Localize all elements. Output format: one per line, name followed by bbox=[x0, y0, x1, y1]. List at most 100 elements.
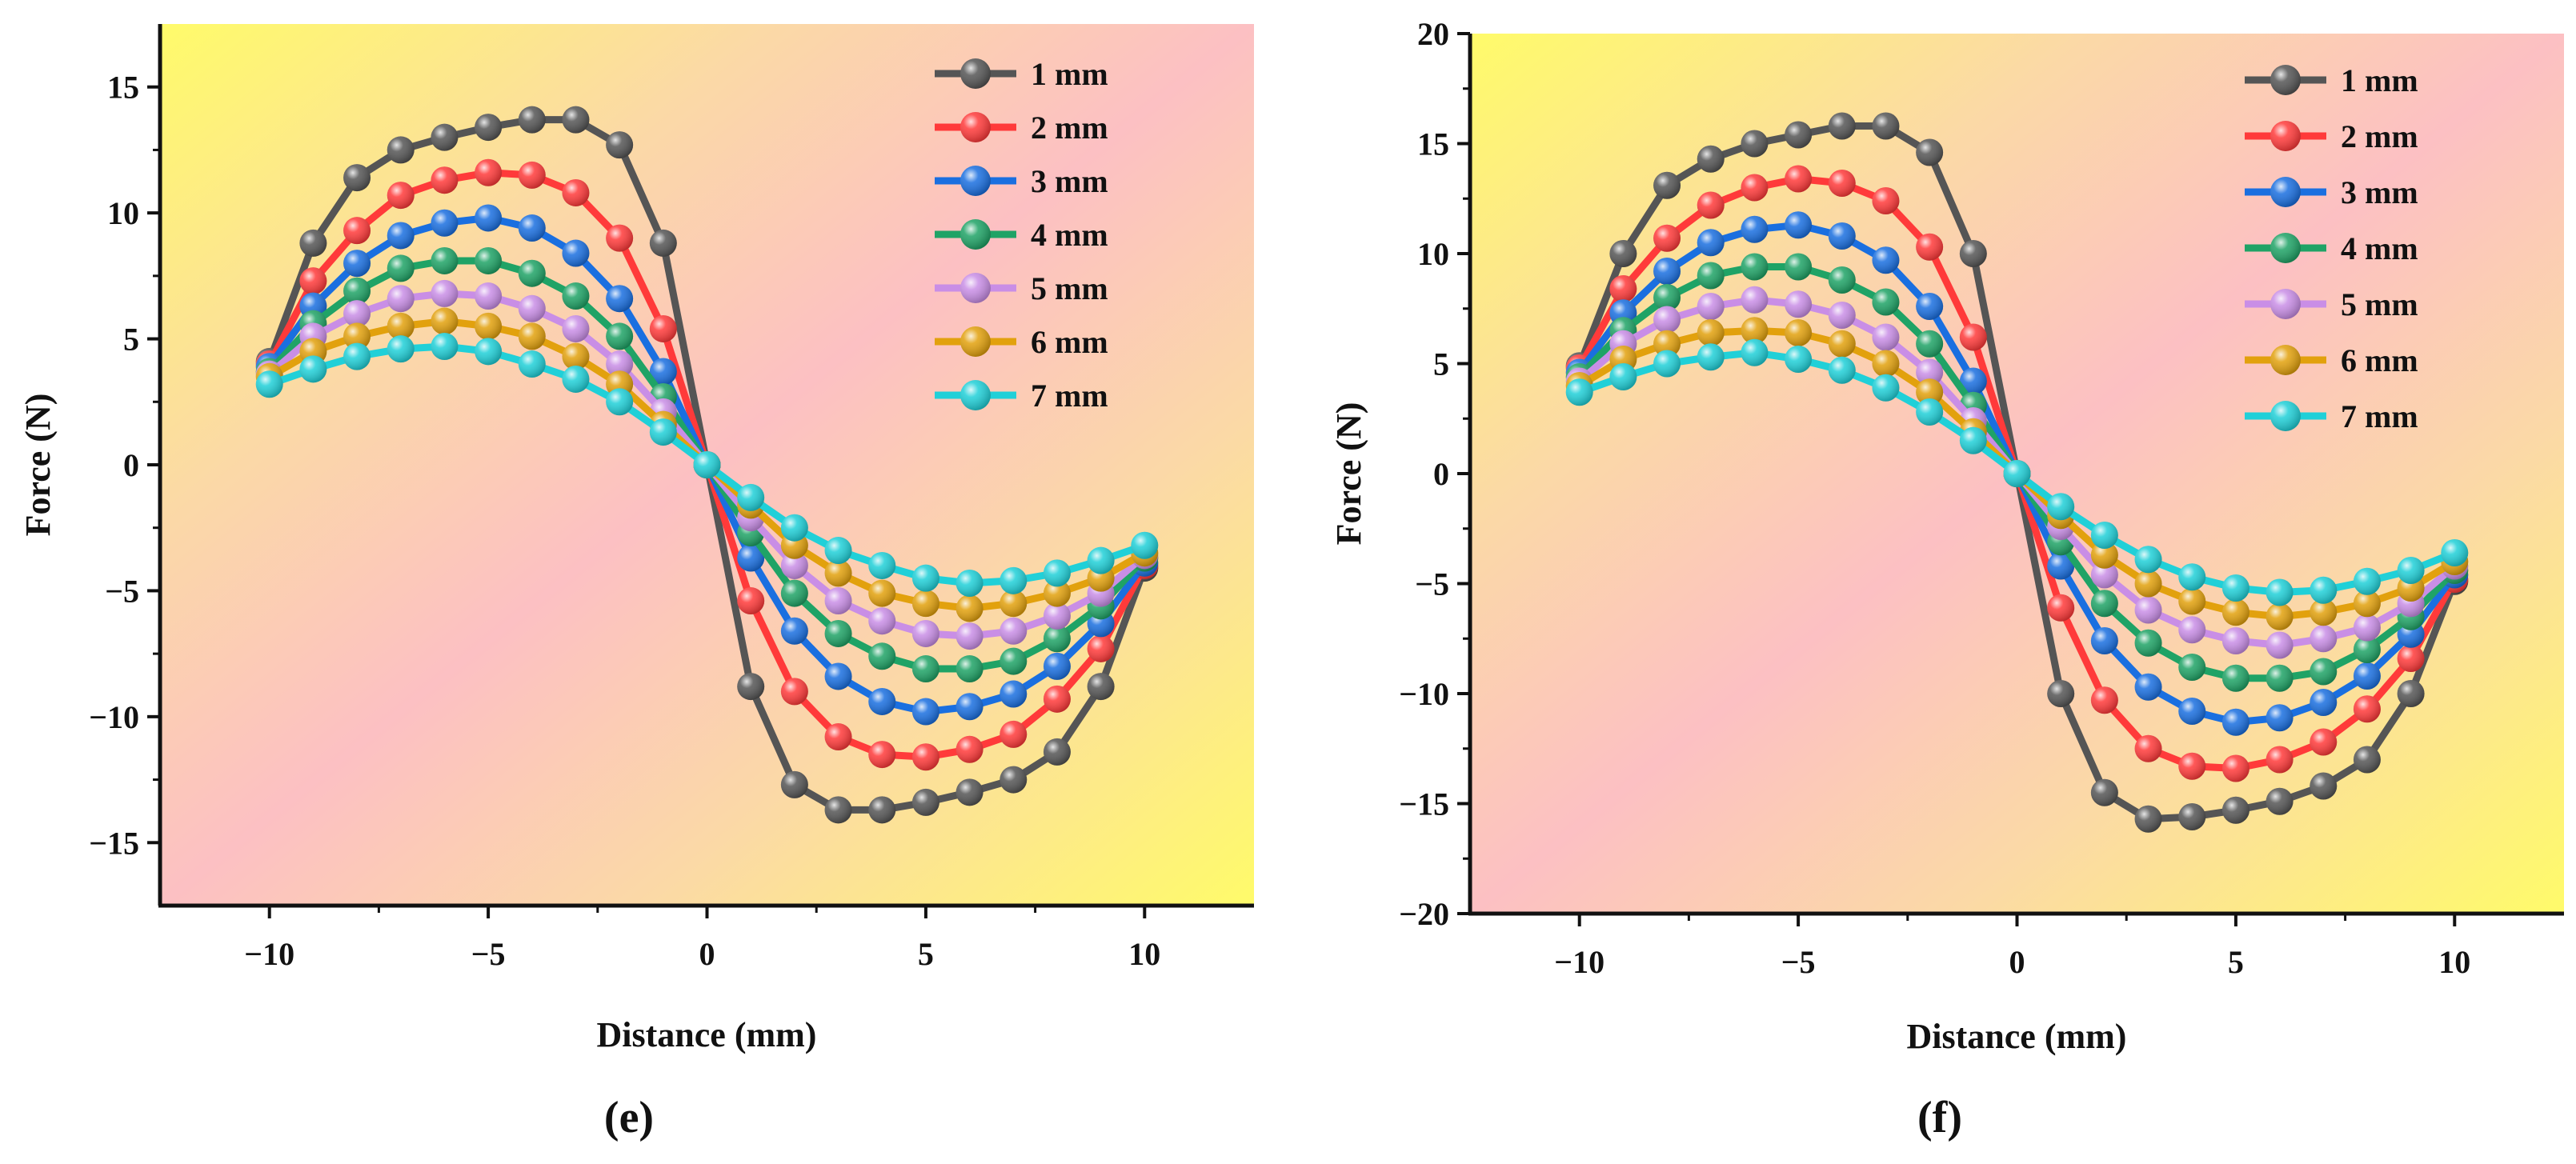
series-7-mm bbox=[1565, 338, 2469, 606]
data-point bbox=[824, 723, 852, 751]
data-point bbox=[2266, 602, 2294, 630]
marker-shine bbox=[2397, 680, 2425, 707]
marker-shine bbox=[387, 335, 415, 363]
marker-shine bbox=[911, 619, 939, 647]
chart-panel-f: −20 −15 −10 −5 0 5 10 15 20 −10 −5 0 5 10 1 mm 2 mm 3 m… bbox=[1329, 16, 2564, 1142]
marker-shine bbox=[1653, 330, 1681, 358]
data-point bbox=[2310, 689, 2338, 716]
y-tick-label: 0 bbox=[1433, 456, 1449, 492]
marker-shine bbox=[1043, 579, 1071, 607]
legend-label: 7 mm bbox=[2341, 398, 2418, 434]
data-point bbox=[431, 123, 459, 151]
data-point bbox=[1916, 358, 1944, 386]
marker-shine bbox=[868, 642, 896, 670]
marker-shine bbox=[911, 788, 939, 816]
data-point bbox=[1785, 165, 1813, 193]
marker-shine bbox=[387, 254, 415, 282]
marker-shine bbox=[1741, 286, 1769, 314]
data-point bbox=[387, 182, 415, 210]
marker-shine bbox=[1000, 680, 1028, 708]
marker-shine bbox=[2310, 689, 2338, 716]
legend-item: 4 mm bbox=[2245, 230, 2418, 266]
marker-shine bbox=[2134, 805, 2162, 833]
data-point bbox=[1741, 253, 1769, 281]
data-point bbox=[1000, 720, 1028, 748]
marker-shine bbox=[1697, 262, 1725, 290]
marker-shine bbox=[431, 246, 459, 274]
data-point bbox=[1872, 246, 1900, 274]
data-point bbox=[2353, 567, 2381, 595]
marker-shine bbox=[824, 796, 852, 824]
marker-shine bbox=[1697, 293, 1725, 320]
data-point bbox=[868, 551, 896, 579]
marker-shine bbox=[1609, 363, 1637, 390]
marker-shine bbox=[2003, 460, 2031, 487]
data-point bbox=[518, 161, 546, 189]
marker-shine bbox=[1828, 266, 1856, 294]
data-point bbox=[1959, 323, 1987, 351]
marker-shine bbox=[1043, 559, 1071, 587]
data-point bbox=[1653, 330, 1681, 358]
panel-label-e: (e) bbox=[604, 1093, 654, 1142]
data-point bbox=[693, 451, 721, 478]
marker-shine bbox=[2353, 662, 2381, 690]
marker-shine bbox=[1785, 346, 1813, 373]
marker-shine bbox=[562, 314, 590, 342]
x-tick-label: 5 bbox=[2228, 944, 2244, 980]
marker-shine bbox=[955, 735, 984, 763]
data-point bbox=[1916, 378, 1944, 406]
marker-shine bbox=[824, 619, 852, 647]
data-point bbox=[1609, 275, 1637, 302]
marker-shine bbox=[1785, 165, 1813, 193]
data-point bbox=[2221, 598, 2249, 626]
data-point bbox=[431, 246, 459, 274]
marker-shine bbox=[780, 678, 808, 706]
data-point bbox=[2310, 598, 2338, 626]
marker-shine bbox=[475, 312, 503, 340]
data-point bbox=[606, 131, 634, 159]
y-tick-label: −10 bbox=[1399, 676, 1449, 712]
marker-shine bbox=[1785, 211, 1813, 239]
marker-shine bbox=[868, 579, 896, 607]
data-point bbox=[299, 267, 327, 295]
marker-shine bbox=[737, 483, 765, 511]
x-tick-label: 0 bbox=[699, 936, 715, 972]
marker-shine bbox=[780, 551, 808, 579]
data-point bbox=[562, 106, 590, 134]
marker-shine bbox=[562, 178, 590, 206]
marker-shine bbox=[2266, 602, 2294, 630]
legend-item: 3 mm bbox=[935, 163, 1108, 199]
data-point bbox=[1741, 215, 1769, 243]
data-point bbox=[955, 594, 984, 622]
series-layer bbox=[1565, 112, 2469, 833]
data-point bbox=[1000, 766, 1028, 794]
data-point bbox=[780, 579, 808, 607]
data-point bbox=[649, 418, 677, 446]
marker-shine bbox=[431, 123, 459, 151]
marker-shine bbox=[1916, 330, 1944, 358]
marker-shine bbox=[868, 551, 896, 579]
data-point bbox=[1785, 253, 1813, 281]
marker-shine bbox=[2134, 570, 2162, 598]
data-point bbox=[343, 217, 371, 245]
x-tick-label: 10 bbox=[2438, 944, 2470, 980]
marker-shine bbox=[955, 569, 984, 597]
data-point bbox=[1872, 374, 1900, 402]
marker-shine bbox=[1653, 171, 1681, 199]
y-axis-title: Force (N) bbox=[18, 394, 58, 537]
marker-shine bbox=[1697, 145, 1725, 173]
legend-marker-shine bbox=[960, 380, 991, 410]
marker-shine bbox=[1000, 766, 1028, 794]
data-point bbox=[2266, 704, 2294, 732]
data-point bbox=[1000, 590, 1028, 618]
data-point bbox=[2134, 596, 2162, 624]
marker-shine bbox=[1785, 121, 1813, 149]
data-point bbox=[2266, 631, 2294, 659]
data-point bbox=[824, 796, 852, 824]
data-point bbox=[824, 587, 852, 615]
legend-item: 1 mm bbox=[935, 56, 1108, 92]
marker-shine bbox=[2047, 552, 2075, 580]
data-point bbox=[606, 322, 634, 350]
axes: −20 −15 −10 −5 0 5 10 15 20 −10 −5 0 5 10 bbox=[1399, 16, 2564, 980]
marker-shine bbox=[2221, 754, 2249, 782]
